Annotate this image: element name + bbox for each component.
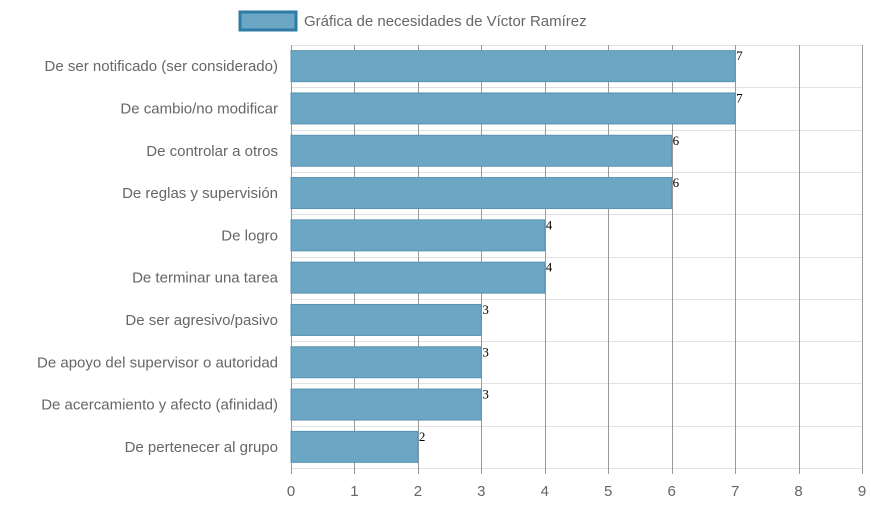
x-tick-label: 4 [541, 483, 549, 500]
bar[interactable] [290, 219, 546, 252]
value-label: 7 [736, 90, 743, 105]
x-tick-label: 8 [794, 483, 802, 500]
bar[interactable] [290, 261, 546, 294]
bar[interactable] [290, 50, 736, 83]
category-label: De cambio/no modificar [120, 100, 278, 117]
bar[interactable] [290, 430, 419, 463]
x-tick-label: 7 [731, 483, 739, 500]
value-label: 6 [673, 133, 680, 148]
category-label: De ser notificado (ser considerado) [45, 58, 278, 75]
bar[interactable] [290, 177, 673, 210]
bar[interactable] [290, 388, 482, 421]
bar[interactable] [290, 346, 482, 379]
x-tick-label: 2 [414, 483, 422, 500]
bar[interactable] [290, 303, 482, 336]
value-label: 3 [482, 387, 489, 402]
labels: 0 1 2 3 4 5 6 7 8 9 De ser notificado (ser conside… [37, 48, 866, 500]
x-tick-label: 3 [477, 483, 485, 500]
category-label: De apoyo del supervisor o autoridad [37, 354, 278, 371]
value-label: 4 [546, 260, 553, 275]
legend-swatch[interactable] [238, 10, 298, 32]
bar[interactable] [290, 92, 736, 125]
value-label: 4 [546, 217, 553, 232]
x-tick-label: 9 [858, 483, 866, 500]
value-label: 6 [673, 175, 680, 190]
bars [290, 50, 736, 463]
category-label: De pertenecer al grupo [125, 439, 278, 456]
value-label: 3 [482, 344, 489, 359]
value-label: 2 [419, 429, 426, 444]
bar[interactable] [290, 134, 673, 167]
value-label: 3 [482, 302, 489, 317]
legend-label[interactable]: Gráfica de necesidades de Víctor Ramírez [304, 13, 587, 30]
category-label: De controlar a otros [146, 143, 278, 160]
x-tick-label: 0 [287, 483, 295, 500]
category-label: De reglas y supervisión [122, 185, 278, 202]
legend[interactable]: Gráfica de necesidades de Víctor Ramírez [238, 10, 587, 32]
category-label: De acercamiento y afecto (afinidad) [41, 397, 278, 414]
category-label: De terminar una tarea [132, 270, 279, 287]
x-tick-label: 5 [604, 483, 612, 500]
value-label: 7 [736, 48, 743, 63]
category-label: De logro [221, 227, 278, 244]
x-tick-label: 1 [350, 483, 358, 500]
x-tick-label: 6 [667, 483, 675, 500]
category-label: De ser agresivo/pasivo [125, 312, 278, 329]
